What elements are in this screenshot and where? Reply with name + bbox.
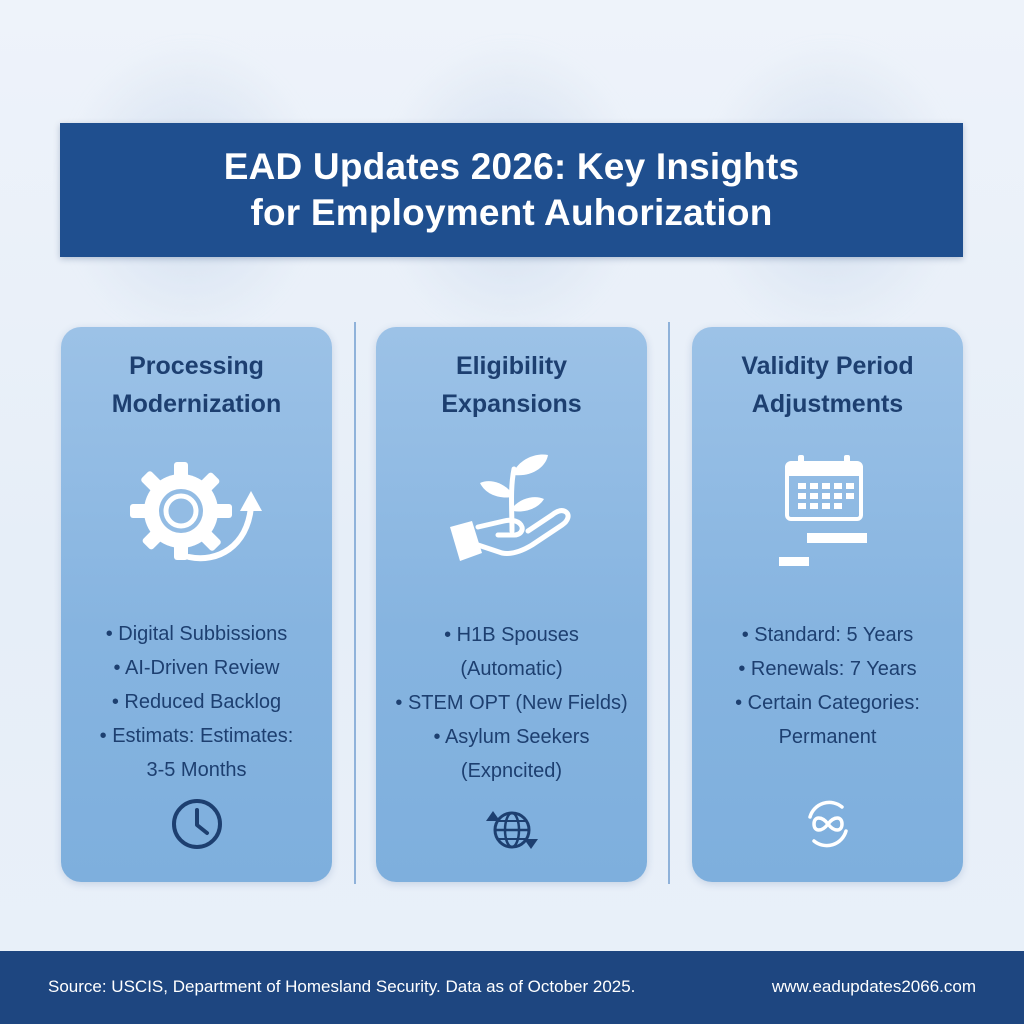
panel-title-line-2: Expansions [441, 390, 582, 418]
panel-title-line-1: Processing [129, 352, 264, 380]
clock-icon [171, 799, 222, 849]
list-item: • Renewals: 7 Years [738, 658, 917, 680]
list-item: • H1B Spouses [444, 624, 579, 646]
panel-title-line-1: Validity Period [741, 352, 914, 380]
footer-source-text: Source: USCIS, Department of Homesland S… [48, 977, 636, 996]
panel-processing-modernization: Processing Modernization • Digital Subbi… [61, 327, 332, 882]
panel-title-line-2: Modernization [111, 390, 282, 418]
panel-title: Eligibility Expansions [376, 347, 647, 423]
list-item: (Automatic) [460, 658, 563, 680]
list-item: (Expncited) [460, 760, 563, 782]
panel-validity-period-adjustments: Validity Period Adjustments • Standard: … [692, 327, 963, 882]
panel-title-line-1: Eligibility [455, 352, 568, 380]
panel-title: Processing Modernization [61, 347, 332, 423]
list-item: 3-5 Months [146, 759, 247, 781]
infinity-icon [807, 800, 848, 848]
list-item: • STEM OPT (New Fields) [395, 692, 628, 714]
bullet-list: • Digital Subbissions • AI-Driven Review… [61, 617, 332, 787]
list-item: • Estimats: Estimates: [99, 725, 294, 747]
list-item: • Digital Subbissions [105, 623, 288, 645]
page-title-line-2: for Employment Auhorization [250, 192, 773, 233]
list-item: Permanent [778, 726, 877, 748]
column-divider-right [668, 322, 670, 884]
list-item: • Certain Categories: [735, 692, 920, 714]
title-banner: EAD Updates 2026: Key Insights for Emplo… [60, 123, 963, 257]
column-divider-left [354, 322, 356, 884]
hand-sprout-icon [449, 454, 571, 561]
panel-title-line-2: Adjustments [751, 390, 904, 418]
panel-eligibility-expansions: Eligibility Expansions • H1B Spouses (Au… [376, 327, 647, 882]
bullet-list: • H1B Spouses (Automatic) • STEM OPT (Ne… [376, 618, 647, 788]
calendar-icon [778, 455, 867, 566]
page-title-line-1: EAD Updates 2026: Key Insights [223, 146, 800, 187]
list-item: • Reduced Backlog [111, 691, 282, 713]
footer-url-link[interactable]: www.eadupdates2066.com [771, 977, 976, 996]
panel-title: Validity Period Adjustments [692, 347, 963, 423]
list-item: • Asylum Seekers [433, 726, 590, 748]
footer-bar: Source: USCIS, Department of Homesland S… [0, 951, 1024, 1024]
globe-arrows-icon [485, 811, 538, 849]
list-item: • Standard: 5 Years [741, 624, 914, 646]
bullet-list: • Standard: 5 Years • Renewals: 7 Years … [692, 618, 963, 754]
gear-arrow-icon [129, 462, 262, 562]
list-item: • AI-Driven Review [113, 657, 280, 679]
